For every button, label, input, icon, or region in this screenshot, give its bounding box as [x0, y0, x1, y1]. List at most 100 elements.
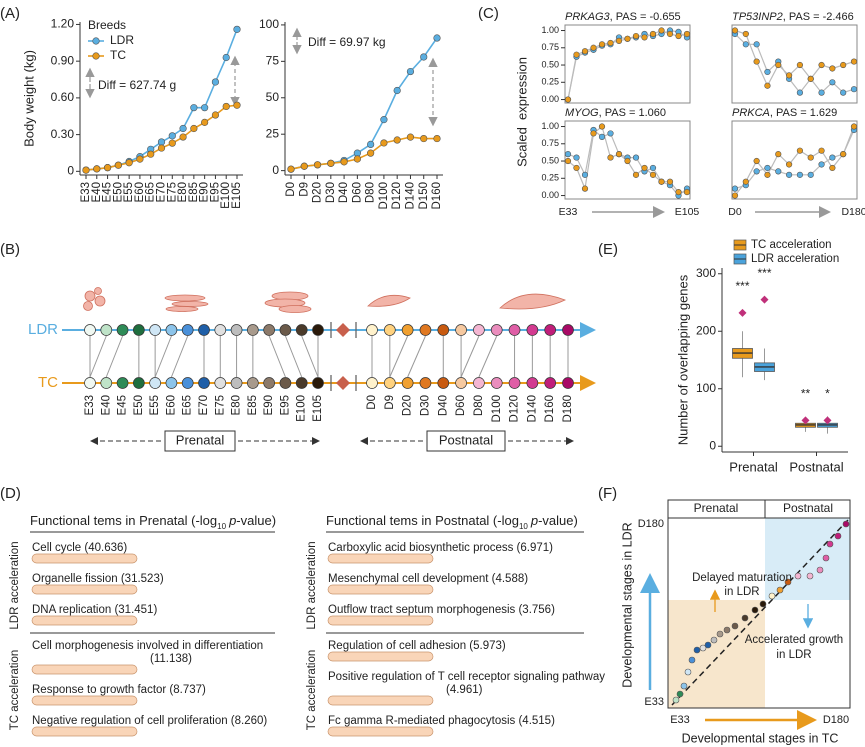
stage-node	[165, 377, 178, 389]
header-italic: p	[530, 513, 538, 528]
legend-label: LDR	[110, 33, 134, 47]
panel-header: Functional tems in Postnatal (-log10 p-va…	[326, 513, 578, 530]
term-bar	[327, 726, 434, 737]
plot-frame	[564, 120, 691, 200]
stage-node	[263, 324, 275, 336]
x-tick-label: E105	[231, 182, 243, 209]
stage-node	[247, 324, 259, 336]
period-header: Postnatal	[783, 501, 833, 515]
stage-node	[508, 324, 521, 336]
stage-node	[133, 377, 145, 389]
stage-node	[419, 324, 432, 336]
data-point	[785, 72, 793, 79]
data-point	[581, 48, 589, 55]
term-bar	[31, 695, 138, 706]
y-tick-label: 0.50	[541, 155, 559, 165]
annotation: in LDR	[724, 586, 759, 598]
annotation: Delayed maturation	[692, 572, 792, 584]
x-tick-label: D150	[418, 182, 430, 210]
data-point	[82, 166, 90, 174]
legend-title: Breeds	[88, 18, 126, 32]
gene-title: PRKAG3, PAS = -0.655	[565, 11, 681, 23]
x-tick-label: D30	[325, 182, 337, 203]
stage-label: E50	[133, 395, 145, 415]
stage-node	[473, 324, 485, 336]
group-label: LDR acceleration	[9, 541, 21, 629]
panel-label: (D)	[0, 485, 21, 502]
group-label: TC acceleration	[306, 650, 318, 731]
term-bar	[31, 726, 138, 737]
term-bar	[31, 615, 138, 626]
stage-node	[490, 377, 503, 389]
data-point	[573, 51, 580, 58]
stage-label: D60	[455, 395, 467, 416]
data-point	[581, 171, 589, 178]
stage-node	[181, 324, 194, 336]
term-bar	[327, 651, 434, 662]
gene-stat: , PAS = 1.629	[770, 107, 837, 119]
data-point	[147, 150, 155, 158]
data-point	[340, 158, 348, 166]
stage-label: E75	[214, 395, 226, 415]
data-point	[675, 188, 682, 196]
stage-label: E85	[247, 395, 259, 415]
data-point	[598, 41, 606, 48]
legend-label: LDR acceleration	[751, 253, 839, 265]
stage-label: E90	[263, 395, 275, 415]
annotation: in LDR	[776, 649, 811, 661]
data-point	[742, 41, 749, 48]
legend-label: TC acceleration	[751, 239, 832, 251]
significance: *	[825, 387, 830, 401]
data-point	[807, 75, 814, 82]
x-tick-label: E75	[166, 182, 178, 202]
stage-node	[133, 324, 145, 336]
x-tick-label: E60	[134, 182, 146, 202]
stage-node	[165, 324, 178, 336]
stage-link	[478, 335, 498, 378]
stage-label: E105	[312, 395, 324, 422]
stage-label: D0	[366, 395, 378, 410]
gene-title: PRKCA, PAS = 1.629	[732, 107, 837, 119]
data-point	[201, 118, 209, 126]
data-point	[683, 30, 691, 38]
y-tick-label: 0.30	[51, 127, 75, 141]
data-point	[233, 25, 241, 33]
stage-node	[230, 377, 243, 389]
significance: ***	[757, 266, 771, 280]
data-point	[420, 134, 428, 143]
y-axis-label: Body weight (kg)	[21, 50, 36, 147]
stage-link	[301, 335, 319, 378]
y-axis-label: Developmental stages in LDR	[620, 522, 634, 687]
x-tick-label: D60	[351, 182, 363, 203]
period-label: Postnatal	[439, 432, 493, 447]
stage-label: E70	[198, 395, 210, 415]
y-axis-label: Scaled expression	[514, 57, 529, 167]
stage-label: E45	[117, 395, 129, 415]
significance: **	[801, 387, 811, 401]
term-label: Negative regulation of cell proliferatio…	[32, 715, 267, 727]
stage-link	[89, 335, 107, 378]
x-tick-label: D100	[378, 182, 390, 210]
header-italic: p	[228, 513, 236, 528]
x-tick-label: D80	[365, 182, 377, 203]
y-tick-label: 1.00	[541, 25, 559, 35]
stage-node	[198, 377, 210, 389]
stage-link	[154, 335, 172, 378]
x-tick-label: E105	[675, 206, 700, 218]
data-point	[93, 165, 101, 173]
data-point	[168, 139, 176, 147]
period-breaks	[330, 322, 357, 391]
panel-label: (E)	[598, 241, 618, 258]
y-tick-label: 300	[696, 266, 716, 280]
data-point	[675, 32, 682, 40]
stage-label: E40	[100, 395, 112, 415]
data-point	[764, 171, 771, 178]
stage-node	[100, 377, 113, 389]
data-point	[818, 147, 825, 154]
data-point	[615, 151, 623, 158]
stage-node	[295, 324, 308, 336]
data-point	[168, 132, 176, 140]
stage-node	[84, 377, 96, 389]
stage-node	[526, 377, 539, 389]
stage-node	[279, 377, 292, 389]
